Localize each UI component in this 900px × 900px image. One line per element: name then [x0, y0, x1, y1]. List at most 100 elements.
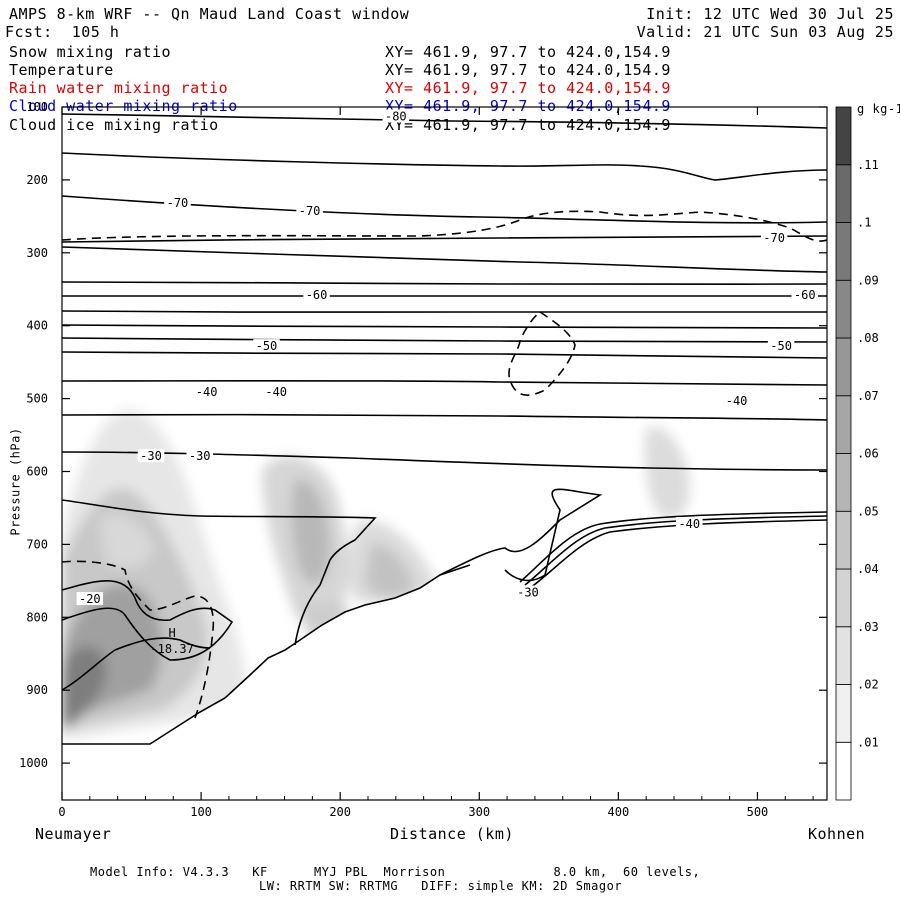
- model-info-line2: LW: RRTM SW: RRTMG DIFF: simple KM: 2D S…: [259, 879, 623, 893]
- contour-label-bg: [767, 339, 795, 353]
- isotherm-40-shelf-c: [529, 519, 827, 589]
- colorbar-swatch: [835, 222, 852, 281]
- isotherm-80: [62, 113, 827, 129]
- dashed-contour-coastal: [62, 560, 215, 719]
- colorbar-swatch: [835, 626, 852, 685]
- colorbar-label: .05: [857, 504, 879, 518]
- field-name-cloud-ice: Cloud ice mixing ratio: [9, 116, 219, 134]
- contour-labels: -80 -70 -70 -70 -60 -60 -50 -50 -40 -40 -40 -40 -30 -…: [76, 109, 818, 656]
- temperature-contour-label: -70: [299, 204, 321, 218]
- colorbar-swatch: [835, 568, 852, 628]
- snow-shading: [62, 409, 827, 800]
- contour-label-bg: [514, 585, 542, 599]
- y-tick-label: 500: [26, 392, 48, 406]
- colorbar-swatch: [835, 453, 852, 512]
- field-name-cloud-water: Cloud water mixing ratio: [9, 97, 238, 115]
- colorbar: .01 .02 .03 .04 .05 .06 .07 .08 .09 .1 .11: [835, 106, 879, 801]
- field-xy-rain: XY= 461.9, 97.7 to 424.0,154.9: [385, 79, 671, 97]
- colorbar-swatch: [835, 279, 852, 339]
- plot-frame: [61, 106, 828, 801]
- temperature-contour-label: -40: [265, 385, 287, 399]
- isotherm-20: [62, 637, 211, 691]
- field-xy-temperature: XY= 461.9, 97.7 to 424.0,154.9: [385, 61, 671, 79]
- shade-blob-mid-core: [291, 479, 330, 584]
- colorbar-swatch: [835, 395, 852, 454]
- station-label-end: Kohnen: [808, 825, 866, 843]
- shade-blob-far-right: [645, 426, 690, 520]
- colorbar-label: .09: [857, 273, 879, 287]
- temperature-contour-label: -70: [167, 196, 189, 210]
- chart-title: AMPS 8-km WRF -- Qn Maud Land Coast wind…: [9, 5, 410, 23]
- y-tick-label: 800: [26, 610, 48, 624]
- isotherm-20b: [62, 579, 234, 661]
- contour-label-bg: [760, 231, 788, 245]
- isotherm-50a: [62, 324, 827, 329]
- temperature-contour-label: -30: [517, 586, 539, 600]
- contour-label-bg: [164, 196, 191, 210]
- terrain-mask: [62, 513, 827, 800]
- contour-label-bg: [791, 288, 818, 302]
- max-value: -18.37: [150, 642, 193, 656]
- colorbar-swatch: [835, 164, 852, 223]
- temperature-contour-label: -60: [306, 288, 328, 302]
- temperature-contour-label: -50: [770, 339, 792, 353]
- max-marker: H: [169, 626, 176, 640]
- contour-label-bg: [137, 449, 165, 463]
- shade-blob-upper: [100, 514, 155, 569]
- station-label-start: Neumayer: [35, 825, 112, 843]
- isotherm-70b: [62, 235, 827, 243]
- contour-label-bg: [76, 592, 104, 606]
- field-xy-cloud-water: XY= 461.9, 97.7 to 424.0,154.9: [385, 97, 671, 115]
- contour-label-bg: [382, 109, 410, 123]
- temperature-contour-label: -40: [678, 517, 700, 531]
- colorbar-label: .08: [857, 331, 879, 345]
- temperature-contour-label: -30: [140, 449, 162, 463]
- temperature-contour-label: -20: [79, 592, 101, 606]
- field-name-rain: Rain water mixing ratio: [9, 79, 229, 97]
- dashed-contour-cell: [508, 311, 576, 396]
- colorbar-label: .03: [857, 620, 879, 634]
- temperature-contour-label: -30: [189, 449, 211, 463]
- colorbar-label: .1: [857, 216, 871, 230]
- isotherm-30-lower: [62, 499, 377, 646]
- isotherm-upper-5: [62, 351, 827, 359]
- contour-label-bg: [676, 516, 703, 530]
- colorbar-swatch: [835, 741, 852, 801]
- isotherm-40-shelf-b: [524, 515, 827, 586]
- shade-blob-coastal-deep: [62, 646, 107, 730]
- colorbar-label: .11: [857, 158, 879, 172]
- contour-label-bg: [296, 204, 323, 218]
- x-axis: 0 100 200 300 400 500: [58, 107, 814, 819]
- y-tick-label: 900: [26, 683, 48, 697]
- y-tick-label: 600: [26, 465, 48, 479]
- y-axis-title: Pressure (hPa): [8, 427, 23, 536]
- x-tick-label: 300: [468, 805, 490, 819]
- colorbar-label: .04: [857, 562, 879, 576]
- colorbar-label: .01: [857, 735, 879, 749]
- temperature-contours: [62, 113, 827, 745]
- ice-ratio-dashed-contours: [62, 210, 827, 719]
- contour-label-bg: [193, 385, 220, 399]
- y-tick-label: 400: [26, 319, 48, 333]
- valid-time: Valid: 21 UTC Sun 03 Aug 25: [636, 23, 894, 41]
- model-info-line1: Model Info: V4.3.3 KF MYJ PBL Morrison 8…: [90, 865, 701, 879]
- isotherm-40-shelf-a: [519, 511, 827, 583]
- y-tick-label: 100: [26, 100, 48, 114]
- isotherm-upper-2: [62, 246, 827, 273]
- y-axis: 100 200 300 400 500 600 700 800 900 1000: [19, 100, 827, 770]
- colorbar-label: .02: [857, 678, 879, 692]
- isotherm-upper-4: [62, 310, 827, 314]
- isotherm-40b: [62, 413, 827, 421]
- contour-label-bg: [186, 449, 213, 463]
- colorbar-swatch: [835, 510, 852, 570]
- dashed-contour-upper: [62, 210, 827, 242]
- x-tick-label: 500: [747, 805, 769, 819]
- colorbar-label: .06: [857, 447, 879, 461]
- isotherm-upper-3: [62, 281, 827, 286]
- forecast-hour: Fcst: 105 h: [5, 23, 120, 41]
- temperature-contour-label: -50: [256, 339, 278, 353]
- isotherm-40: [62, 379, 827, 386]
- isotherm-50: [62, 337, 827, 343]
- field-xy-snow: XY= 461.9, 97.7 to 424.0,154.9: [385, 43, 671, 61]
